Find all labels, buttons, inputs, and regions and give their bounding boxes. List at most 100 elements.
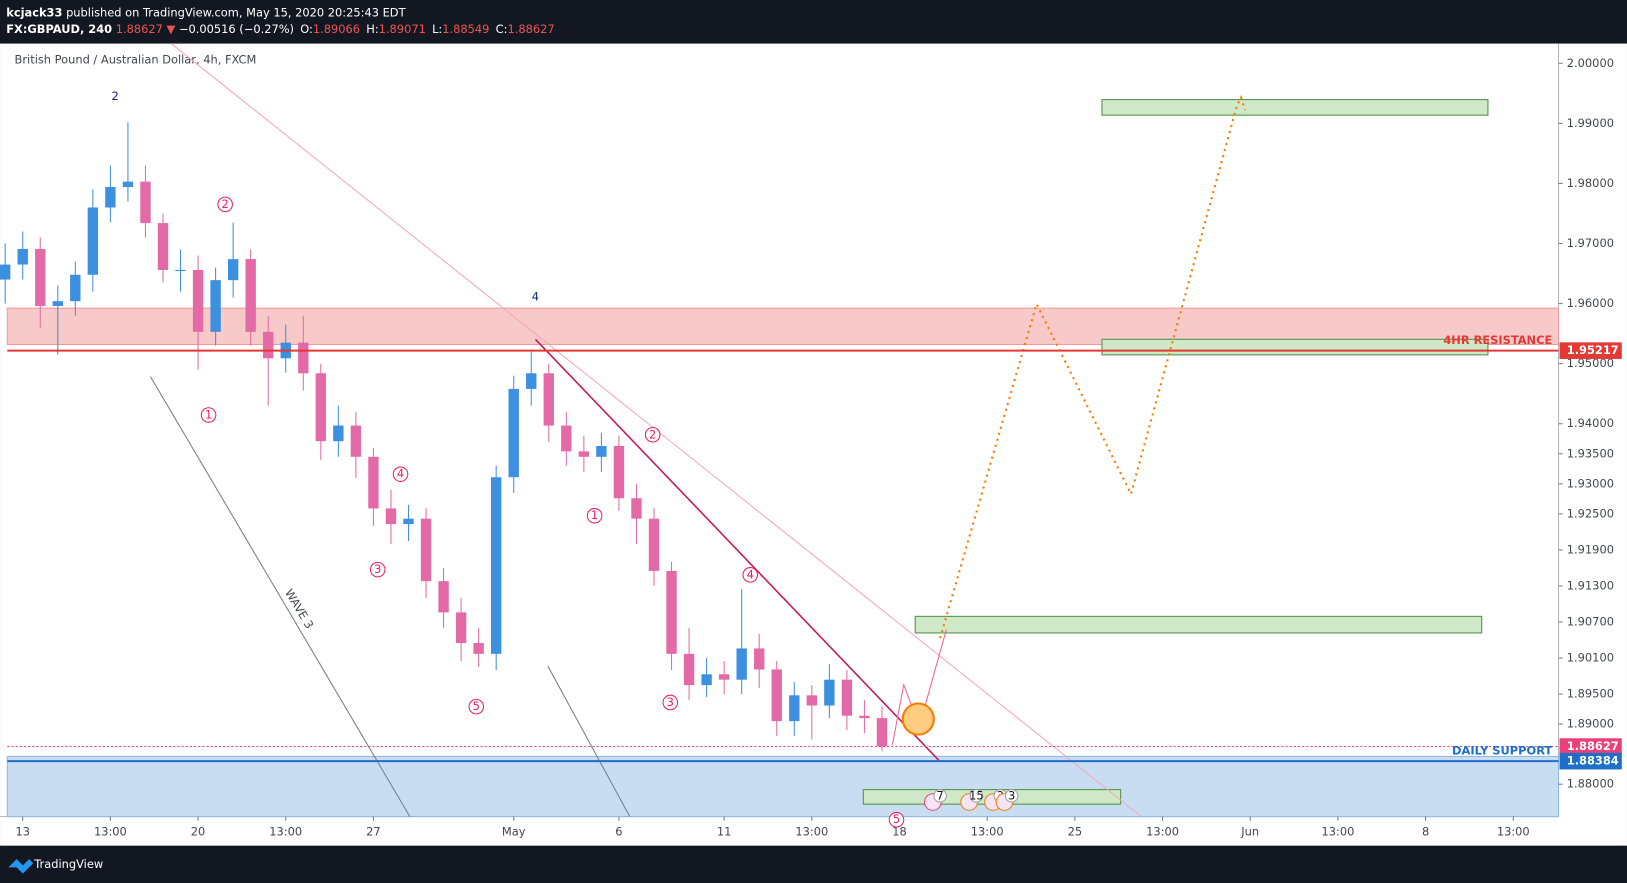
target-box — [914, 615, 1483, 634]
event-badge — [1004, 789, 1019, 803]
price-label-box — [1559, 738, 1622, 755]
x-tick-label: 13:00 — [94, 825, 127, 839]
candle-body — [350, 425, 362, 457]
candle-body — [613, 445, 625, 499]
event-count: 15 — [969, 788, 984, 802]
candle-body — [122, 181, 134, 188]
ohlc-value: 1.89071 — [379, 22, 426, 36]
y-tick-label: 1.88000 — [1567, 777, 1614, 791]
target-circle — [901, 702, 935, 736]
candle-body — [859, 715, 870, 719]
candle-body — [35, 248, 46, 306]
candle-body — [0, 264, 11, 280]
event-count: 3 — [1008, 788, 1015, 802]
ohlc-value: 1.88627 — [507, 22, 554, 36]
y-tick-label: 1.97000 — [1567, 236, 1614, 250]
wave-circle — [369, 561, 386, 578]
x-tick-label: 20 — [191, 825, 206, 839]
candle-body — [718, 674, 730, 680]
candle-body — [876, 718, 888, 747]
target-box — [1101, 338, 1489, 356]
price-line-label: DAILY SUPPORT — [1452, 743, 1552, 757]
y-tick-label: 1.98000 — [1567, 176, 1614, 190]
x-tick-label: 8 — [1422, 825, 1429, 839]
candle-body — [17, 248, 28, 265]
wave-number: 4 — [532, 289, 539, 303]
ohlc-value: 1.89066 — [313, 22, 360, 36]
support-zone — [6, 755, 1560, 818]
wave-label: 2 — [222, 197, 229, 211]
ohlc-value: 1.88549 — [442, 22, 489, 36]
wave-line — [547, 665, 631, 817]
x-tick-label: May — [502, 825, 526, 839]
ohlc: O:1.89066 H:1.89071 L:1.88549 C:1.88627 — [300, 22, 554, 36]
candle-body — [806, 695, 818, 706]
wave-circle — [742, 567, 758, 583]
wave-circle — [468, 698, 485, 715]
candle-body — [192, 269, 204, 332]
ohlc-label: O: — [300, 22, 313, 36]
x-tick-label: 13:00 — [1497, 825, 1530, 839]
y-tick-label: 1.91300 — [1567, 578, 1614, 592]
event-count: 7 — [936, 788, 943, 802]
wave-label: 1 — [205, 408, 212, 422]
price-label: 1.88627 — [1567, 739, 1619, 753]
plot-layer — [0, 122, 888, 752]
x-tick-label: 18 — [892, 825, 907, 839]
candle-body — [403, 518, 414, 525]
candle-body — [578, 451, 590, 457]
header-line-1: kcjack33 published on TradingView.com, M… — [6, 5, 405, 19]
x-tick-label: 13:00 — [269, 825, 302, 839]
candle-body — [210, 280, 221, 332]
header-line-2: FX:GBPAUD, 240 1.88627 ▼ −0.00516 (−0.27… — [6, 22, 554, 36]
wave-circle — [217, 196, 233, 213]
y-tick-label: 1.91900 — [1567, 542, 1614, 556]
y-tick-label: 1.99000 — [1567, 116, 1614, 130]
candle-body — [596, 445, 607, 457]
candle-body — [490, 477, 502, 654]
wave-label: 1 — [591, 508, 598, 522]
candle-body — [227, 259, 239, 281]
wave-label: 5 — [473, 699, 480, 713]
candle-body — [52, 301, 63, 306]
x-tick-label: 11 — [717, 825, 732, 839]
candle-body — [736, 648, 747, 680]
candle-body — [473, 643, 484, 654]
wave-label: 2 — [649, 427, 656, 441]
wave-label: 4 — [747, 567, 754, 581]
wave-label: 3 — [667, 695, 674, 709]
wave-number: 2 — [112, 89, 119, 103]
x-tick-label: 25 — [1068, 825, 1083, 839]
last-price: 1.88627 — [116, 22, 163, 36]
candle-body — [87, 207, 99, 275]
target-box — [1101, 99, 1489, 116]
wave-circle — [662, 694, 679, 711]
y-tick-label: 1.93000 — [1567, 476, 1614, 490]
ohlc-label: C: — [496, 22, 508, 36]
ohlc-label: H: — [366, 22, 378, 36]
wave-circle — [200, 407, 217, 423]
candle-body — [631, 498, 642, 519]
candle-body — [438, 581, 449, 613]
x-tick-label: 13:00 — [1321, 825, 1354, 839]
x-tick-label: 13:00 — [971, 825, 1004, 839]
x-tick-label: 13:00 — [795, 825, 828, 839]
candle-body — [701, 674, 712, 686]
published: published on TradingView.com, May 15, 20… — [66, 5, 406, 19]
candle-body — [175, 269, 186, 271]
logo — [8, 859, 34, 874]
price-line-label: 4HR RESISTANCE — [1443, 333, 1552, 347]
price-label-box — [1559, 752, 1622, 770]
event-badge — [969, 789, 984, 803]
candle-body — [455, 612, 467, 644]
candle-body — [420, 518, 432, 582]
ohlc-label: L: — [432, 22, 442, 36]
y-tick-label: 1.94000 — [1567, 416, 1614, 430]
y-tick-label: 1.92500 — [1567, 506, 1614, 520]
candle-body — [315, 373, 327, 442]
change-arrow: ▼ — [167, 22, 176, 36]
candle-body — [385, 508, 397, 525]
wave-label: 4 — [397, 467, 404, 481]
x-tick-label: Jun — [1240, 825, 1259, 839]
